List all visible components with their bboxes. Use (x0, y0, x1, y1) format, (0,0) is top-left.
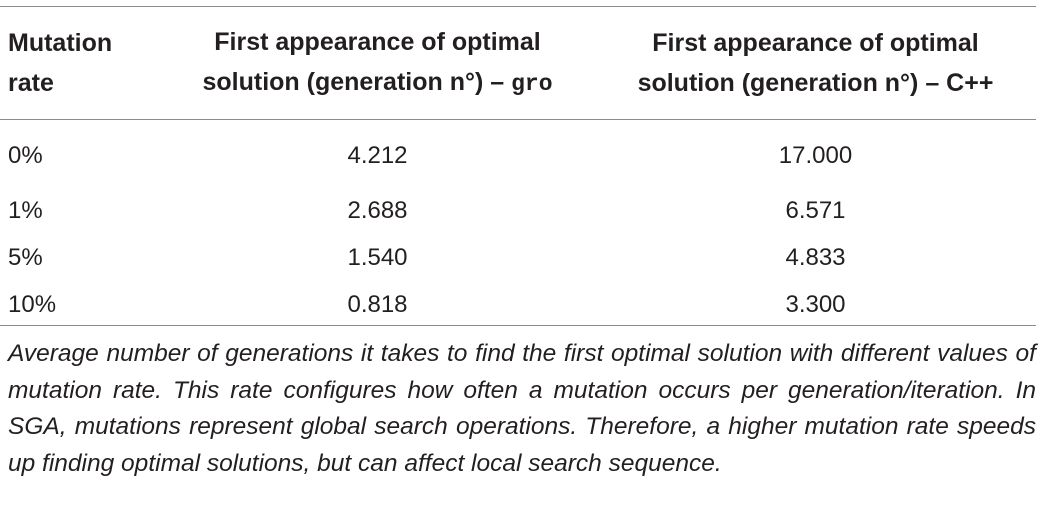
cell-rate: 0% (8, 142, 43, 169)
cell-rate: 10% (8, 290, 57, 318)
mutation-rate-table: Mutation rate First appearance of optima… (0, 7, 1036, 328)
table-header-rule (0, 119, 1036, 120)
header-gro-line1: First appearance of optimal (214, 28, 541, 56)
cell-gro: 4.212 (347, 142, 408, 169)
table-header: Mutation rate First appearance of optima… (0, 7, 1036, 119)
cell-rate: 1% (8, 196, 43, 224)
header-row: Mutation rate First appearance of optima… (0, 7, 1036, 119)
cell-rate: 5% (8, 243, 43, 271)
cell-gro: 1.540 (347, 243, 408, 271)
table-row: 1% 2.688 6.571 (0, 187, 1036, 234)
cell-gro: 2.688 (347, 196, 408, 224)
table-top-rule (0, 6, 1036, 7)
table-row: 10% 0.818 3.300 (0, 281, 1036, 328)
header-mutation-rate-line2: rate (8, 69, 54, 97)
header-mutation-rate: Mutation rate (0, 7, 160, 119)
header-mutation-rate-line1: Mutation (8, 29, 113, 57)
cell-gro: 0.818 (347, 290, 408, 318)
header-gro-code: gro (511, 71, 553, 97)
table-bottom-rule (0, 325, 1036, 326)
cell-cpp: 3.300 (785, 290, 846, 318)
table-body: 0% 4.212 17.000 1% 2.688 6.571 5% 1.540 … (0, 119, 1036, 328)
header-cpp: First appearance of optimal solution (ge… (595, 7, 1036, 119)
header-gro: First appearance of optimal solution (ge… (160, 7, 595, 119)
header-cpp-line2: solution (generation n°) – C++ (637, 69, 994, 97)
header-gro-line2: solution (generation n°) – (202, 68, 512, 96)
table-caption: Average number of generations it takes t… (8, 340, 1036, 477)
cell-cpp: 4.833 (785, 243, 846, 271)
header-cpp-line1: First appearance of optimal (652, 29, 979, 57)
table-row: 0% 4.212 17.000 (0, 119, 1036, 187)
cell-cpp: 6.571 (785, 196, 846, 224)
cell-cpp: 17.000 (778, 142, 853, 169)
table-row: 5% 1.540 4.833 (0, 234, 1036, 281)
